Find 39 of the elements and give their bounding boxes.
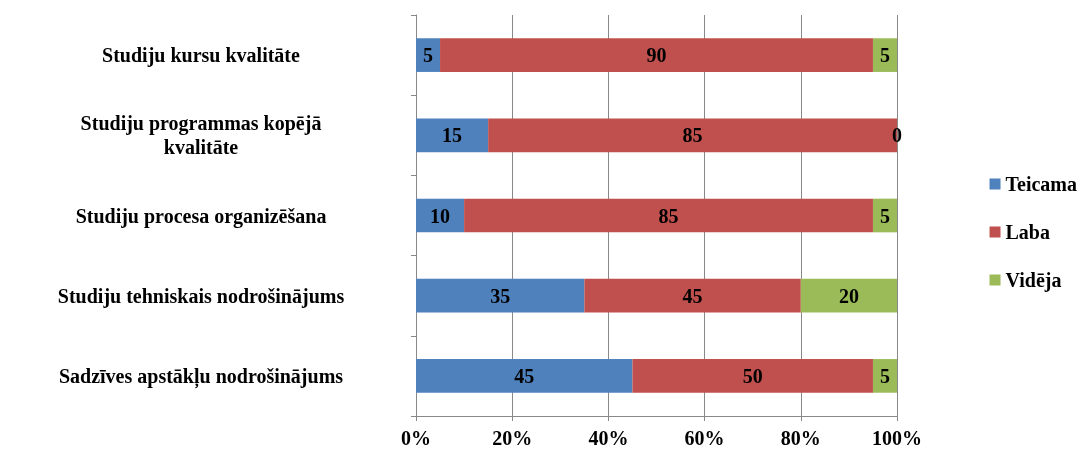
bar [440, 38, 873, 72]
bar [416, 359, 633, 393]
legend-label: Vidēja [1005, 269, 1062, 292]
y-tick-label: Studiju programmas kopējā kvalitāte [80, 112, 322, 159]
bar [584, 278, 801, 313]
data-label: 20 [838, 284, 859, 307]
data-label: 90 [646, 44, 667, 67]
data-label: 15 [442, 124, 463, 147]
data-label: 85 [682, 124, 703, 147]
data-label: 45 [682, 284, 703, 307]
data-label: 85 [658, 204, 679, 227]
data-label: 5 [423, 44, 434, 67]
data-label: 35 [490, 284, 511, 307]
x-tick-label: 20% [492, 427, 533, 449]
bar [464, 198, 873, 233]
bar [416, 38, 441, 72]
bar [872, 38, 897, 72]
bar [800, 278, 897, 313]
data-label: 10 [430, 204, 451, 227]
data-label: 5 [879, 364, 890, 387]
bar [416, 278, 585, 313]
data-label: 45 [514, 364, 535, 387]
y-tick-label: Studiju kursu kvalitāte [102, 44, 301, 68]
bar [632, 359, 873, 393]
x-tick-label: 100% [872, 427, 922, 449]
x-tick-label: 40% [588, 427, 629, 449]
x-tick-label: 0% [401, 427, 431, 449]
legend-label: Teicama [1005, 173, 1078, 195]
y-tick-label: Studiju tehniskais nodrošinājums [57, 284, 345, 308]
bar [416, 118, 489, 153]
y-tick-label: Studiju procesa organizēšana [75, 204, 327, 228]
bar [872, 359, 897, 393]
data-label: 5 [879, 44, 890, 67]
x-tick-label: 80% [780, 427, 821, 449]
x-tick-label: 60% [684, 427, 725, 449]
y-tick-label: Sadzīves apstākļu nodrošinājums [58, 364, 344, 389]
data-label: 5 [879, 204, 890, 227]
data-label: 50 [742, 364, 763, 387]
legend-label: Laba [1005, 221, 1050, 243]
